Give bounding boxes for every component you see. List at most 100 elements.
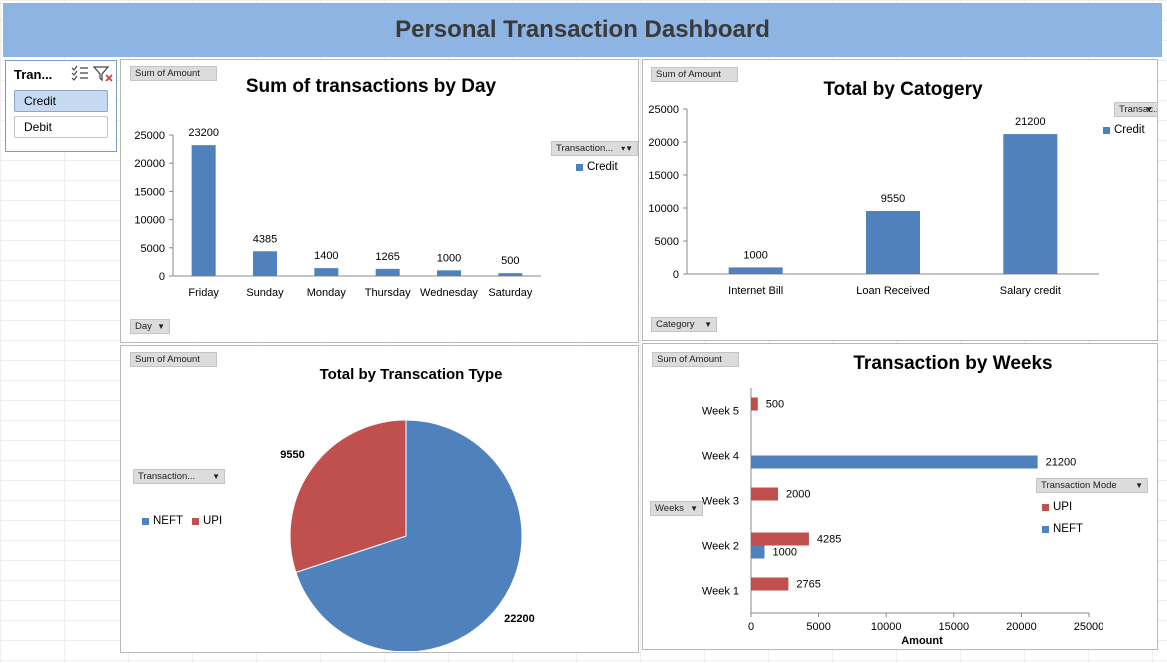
legend-swatch: [1042, 503, 1049, 511]
category-axis-button[interactable]: Category ▼: [651, 317, 717, 332]
type-pie-panel[interactable]: Sum of Amount Total by Transcation Type …: [120, 345, 639, 653]
legend-label: Credit: [1114, 124, 1145, 136]
y-tick-label: 20000: [134, 158, 165, 170]
weeks-bar-chart: 0 5000 10000 15000 20000 25000 Amount Week 1 276…: [702, 388, 1103, 647]
legend-filter-button[interactable]: Transaction... ▼: [133, 469, 225, 484]
y-tick-label: Week 5: [702, 406, 739, 418]
day-axis-button[interactable]: Day ▼: [130, 319, 170, 334]
legend-filter-label: Transaction Mode: [1041, 480, 1117, 491]
data-label: 1000: [743, 249, 767, 261]
bar: [866, 210, 920, 274]
x-tick-label: Saturday: [488, 287, 533, 299]
x-tick-label: Thursday: [365, 287, 411, 299]
legend-item: Credit: [1103, 124, 1145, 136]
y-tick-label: Week 1: [702, 586, 739, 598]
legend-swatch: [1103, 126, 1110, 134]
dashboard-title: Personal Transaction Dashboard: [395, 16, 770, 43]
category-chart-panel[interactable]: Sum of Amount Total by Catogery Transac.…: [642, 59, 1158, 341]
slicer-item-debit[interactable]: Debit: [14, 116, 108, 138]
data-label: 2000: [786, 489, 810, 501]
slicer-header: Tran...: [6, 61, 116, 87]
y-tick-label: 25000: [134, 130, 165, 142]
slicer-item-credit[interactable]: Credit: [14, 90, 108, 112]
chevron-down-icon: ▼: [212, 472, 220, 481]
legend-item-upi: UPI: [1042, 501, 1072, 513]
legend-filter-button[interactable]: Transaction Mode ▼: [1036, 478, 1148, 493]
legend-item-neft: NEFT: [1042, 523, 1083, 535]
filter-funnel-icon: ▾▼: [621, 144, 633, 153]
legend-swatch: [142, 517, 149, 525]
x-tick-label: 10000: [871, 621, 902, 633]
data-label: 21200: [1015, 116, 1046, 128]
bar: [751, 577, 789, 591]
x-tick-label: Monday: [307, 287, 347, 299]
legend-filter-button[interactable]: Transac... ▼: [1114, 102, 1158, 117]
x-tick-label: Internet Bill: [728, 285, 783, 297]
filter-funnel-icon: ▼: [1145, 105, 1153, 114]
legend-item: Credit: [576, 161, 618, 173]
legend-filter-label: Transac...: [1119, 104, 1158, 115]
weeks-chart-panel[interactable]: Sum of Amount Transaction by Weeks Weeks…: [642, 343, 1158, 650]
x-tick-label: 5000: [806, 621, 830, 633]
chevron-down-icon: ▼: [704, 320, 712, 329]
chevron-down-icon: ▼: [157, 322, 165, 331]
sum-of-amount-button[interactable]: Sum of Amount: [652, 352, 739, 367]
y-tick-label: 0: [673, 269, 679, 281]
legend-label: NEFT: [1053, 523, 1084, 535]
x-tick-label: Sunday: [246, 287, 284, 299]
legend-filter-label: Transaction...: [138, 471, 196, 482]
data-label: 500: [501, 255, 519, 267]
data-label: 1265: [375, 251, 399, 263]
bar: [314, 268, 339, 276]
sum-of-amount-button[interactable]: Sum of Amount: [651, 67, 738, 82]
x-tick-label: Salary credit: [1000, 285, 1061, 297]
axis-field-label: Day: [135, 321, 152, 332]
bar: [191, 145, 216, 276]
x-tick-label: Loan Received: [856, 285, 929, 297]
pie-slice: [289, 419, 407, 574]
y-tick-label: 5000: [141, 243, 165, 255]
data-label: 500: [766, 399, 784, 411]
bar: [751, 487, 779, 501]
multi-select-icon[interactable]: [70, 65, 92, 83]
legend-filter-button[interactable]: Transaction... ▾▼: [551, 141, 638, 156]
legend-swatch: [576, 163, 583, 171]
bar: [437, 270, 461, 276]
y-tick-label: 10000: [648, 203, 679, 215]
legend-label: NEFT: [153, 515, 184, 527]
chart-title: Total by Catogery: [823, 79, 983, 100]
sum-of-amount-button[interactable]: Sum of Amount: [130, 352, 217, 367]
y-tick-label: 10000: [134, 215, 165, 227]
clear-filter-icon[interactable]: [92, 65, 116, 83]
data-label: 1000: [437, 252, 461, 264]
y-tick-label: 5000: [655, 236, 679, 248]
bar: [498, 273, 523, 276]
legend-item-upi: UPI: [192, 515, 222, 527]
y-tick-label: Week 4: [702, 451, 739, 463]
x-tick-label: 0: [748, 621, 754, 633]
pie-data-label: 9550: [280, 449, 304, 461]
weeks-axis-button[interactable]: Weeks ▼: [650, 501, 703, 516]
y-tick-label: 0: [159, 271, 165, 283]
y-tick-label: Week 2: [702, 541, 739, 553]
x-tick-label: 15000: [939, 621, 970, 633]
x-tick-label: 20000: [1006, 621, 1037, 633]
slicer-title: Tran...: [14, 66, 53, 82]
bar: [751, 545, 765, 559]
legend-label: Credit: [587, 161, 618, 173]
sum-of-amount-button[interactable]: Sum of Amount: [130, 66, 217, 81]
data-label: 1000: [773, 547, 797, 559]
x-tick-label: 25000: [1074, 621, 1103, 633]
data-label: 23200: [188, 127, 219, 139]
x-tick-label: Wednesday: [420, 287, 478, 299]
chevron-down-icon: ▼: [1135, 481, 1143, 490]
category-bar-chart: 0 5000 10000 15000 20000 25000 1000 Internet Bi…: [648, 104, 1099, 297]
legend-swatch: [192, 517, 199, 525]
y-tick-label: 15000: [648, 170, 679, 182]
day-chart-panel[interactable]: Sum of Amount Sum of transactions by Day…: [120, 59, 639, 343]
type-pie-chart: 22200 9550: [280, 419, 535, 651]
data-label: 4385: [253, 233, 277, 245]
chevron-down-icon: ▼: [690, 504, 698, 513]
x-tick-label: Friday: [188, 287, 219, 299]
transaction-slicer[interactable]: Tran... Credit Debit: [5, 60, 117, 152]
